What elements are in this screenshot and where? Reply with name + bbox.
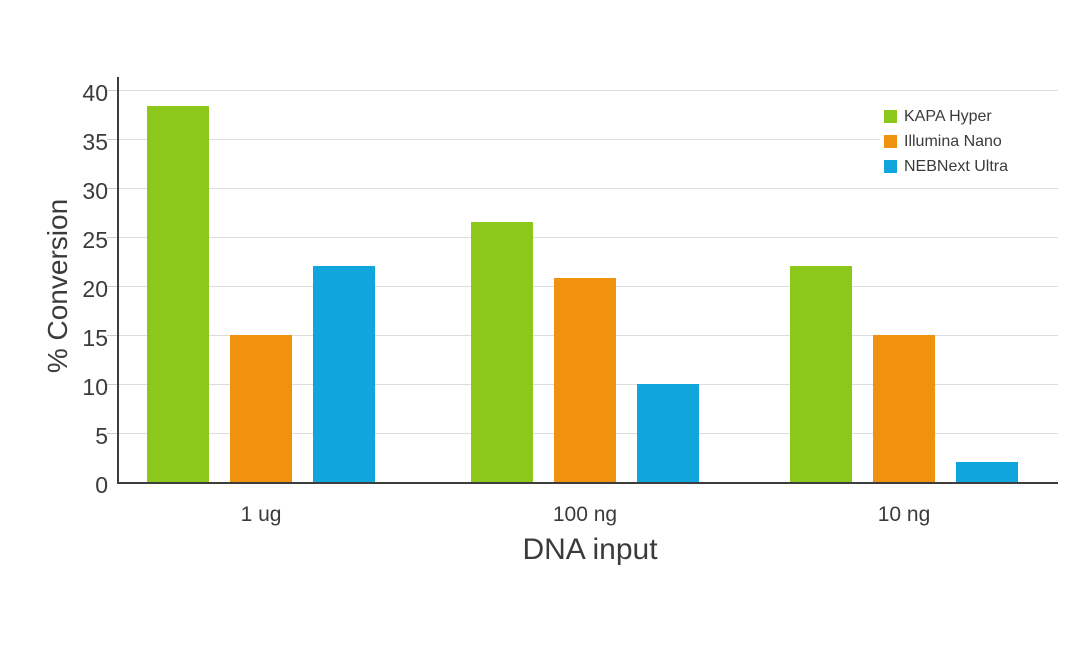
y-tick-label-40: 40 xyxy=(82,80,108,106)
bar-nebnext-ultra-1-ug xyxy=(313,266,375,482)
y-tick-label-5: 5 xyxy=(95,423,108,449)
x-axis-title: DNA input xyxy=(522,533,658,566)
bar-kapa-hyper-10-ng xyxy=(790,266,852,482)
y-tick-mark-40 xyxy=(107,90,117,91)
gridline-30 xyxy=(117,188,1058,189)
gridline-40 xyxy=(117,90,1058,91)
bar-illumina-nano-100-ng xyxy=(554,278,616,482)
y-tick-label-10: 10 xyxy=(82,374,108,400)
bar-kapa-hyper-1-ug xyxy=(147,105,209,482)
bar-nebnext-ultra-10-ng xyxy=(956,462,1018,482)
legend: KAPA Hyper Illumina Nano NEBNext Ultra xyxy=(880,100,1060,183)
y-tick-mark-20 xyxy=(107,286,117,287)
legend-label: NEBNext Ultra xyxy=(904,157,1009,175)
y-tick-mark-5 xyxy=(107,433,117,434)
legend-label: KAPA Hyper xyxy=(904,107,992,125)
y-tick-mark-15 xyxy=(107,335,117,336)
legend-item-kapa-hyper: KAPA Hyper xyxy=(884,104,1060,129)
bar-kapa-hyper-100-ng xyxy=(471,222,533,482)
x-tick-label-100-ng: 100 ng xyxy=(552,503,618,526)
y-tick-label-35: 35 xyxy=(82,129,108,155)
legend-item-illumina-nano: Illumina Nano xyxy=(884,129,1060,154)
gridline-25 xyxy=(117,237,1058,238)
x-axis-line xyxy=(117,482,1058,484)
y-tick-label-25: 25 xyxy=(82,227,108,253)
y-tick-label-0: 0 xyxy=(95,472,108,498)
y-tick-mark-10 xyxy=(107,384,117,385)
y-tick-mark-35 xyxy=(107,139,117,140)
bar-illumina-nano-10-ng xyxy=(873,335,935,482)
y-axis-line xyxy=(117,77,119,484)
legend-item-nebnext-ultra: NEBNext Ultra xyxy=(884,154,1060,179)
legend-swatch-icon xyxy=(884,160,897,173)
y-tick-mark-30 xyxy=(107,188,117,189)
legend-swatch-icon xyxy=(884,110,897,123)
gridline-35 xyxy=(117,139,1058,140)
x-tick-label-10-ng: 10 ng xyxy=(877,503,931,526)
y-tick-label-30: 30 xyxy=(82,178,108,204)
legend-label: Illumina Nano xyxy=(904,132,1002,150)
x-tick-label-1-ug: 1 ug xyxy=(240,503,282,526)
legend-swatch-icon xyxy=(884,135,897,148)
y-tick-label-20: 20 xyxy=(82,276,108,302)
y-tick-mark-25 xyxy=(107,237,117,238)
bar-nebnext-ultra-100-ng xyxy=(637,384,699,482)
y-tick-label-15: 15 xyxy=(82,325,108,351)
bar-illumina-nano-1-ug xyxy=(230,335,292,482)
